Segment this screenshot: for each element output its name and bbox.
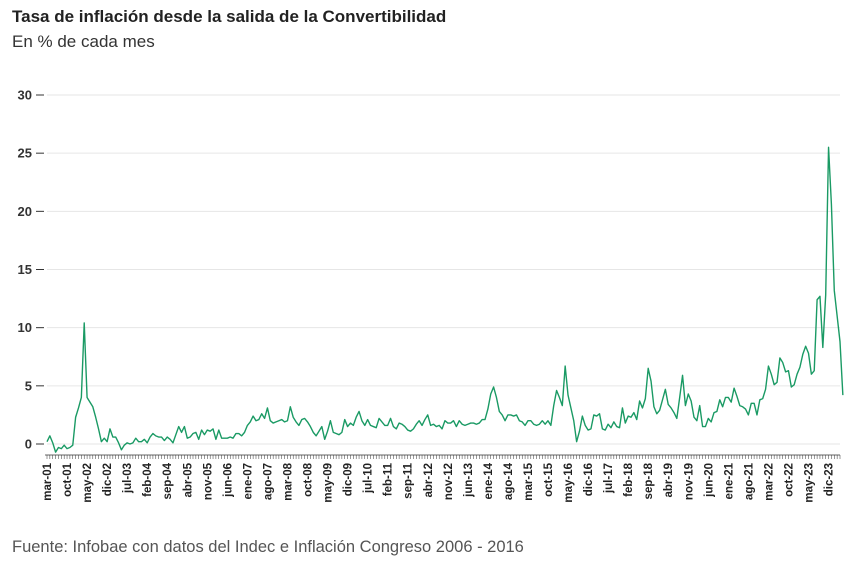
x-tick-label: feb-04 — [142, 462, 154, 496]
y-tick-label: 0 — [25, 437, 32, 452]
y-tick-label: 10 — [18, 320, 32, 335]
x-tick-label: dic-09 — [343, 463, 355, 496]
chart-title: Tasa de inflación desde la salida de la … — [12, 7, 447, 26]
x-tick-label: may-02 — [82, 463, 94, 503]
chart-subtitle: En % de cada mes — [12, 32, 155, 51]
x-tick-label: may-16 — [563, 463, 575, 503]
y-tick: 25 — [18, 146, 44, 161]
x-tick-label: dic-23 — [824, 463, 836, 496]
y-tick: 10 — [18, 320, 44, 335]
y-tick-label: 20 — [18, 204, 32, 219]
y-axis: 0 5 10 15 20 25 30 — [18, 88, 44, 452]
x-axis: mar-01 oct-01 may-02 dic-02 jul-03 feb-04 sep-… — [42, 454, 841, 503]
x-tick-label: ago-21 — [743, 462, 755, 500]
x-tick-label: dic-02 — [102, 463, 114, 496]
x-tick-label: sep-04 — [162, 462, 174, 499]
y-tick-label: 25 — [18, 146, 32, 161]
x-tick-label: nov-19 — [683, 463, 695, 500]
x-tick-label: may-09 — [323, 463, 335, 503]
source-note: Fuente: Infobae con datos del Indec e In… — [12, 538, 524, 556]
y-tick: 0 — [25, 437, 44, 452]
x-tick-label: jul-03 — [122, 463, 134, 494]
x-tick-label: oct-01 — [62, 462, 74, 496]
x-tick-label: oct-15 — [543, 462, 555, 496]
y-tick: 30 — [18, 88, 44, 103]
y-gridlines — [47, 94, 840, 445]
x-tick-label: jul-17 — [603, 463, 615, 494]
y-tick-label: 15 — [18, 262, 32, 277]
inflation-line-chart: 0 5 10 15 20 25 30 mar-01 oct-01 may-02 dic-02 jul… — [18, 88, 844, 503]
x-tick-label: sep-11 — [403, 462, 415, 498]
x-tick-label: ene-14 — [483, 462, 495, 499]
x-tick-label: sep-18 — [643, 462, 655, 499]
x-tick-label: mar-15 — [523, 462, 535, 500]
y-tick: 15 — [18, 262, 44, 277]
x-tick-label: oct-08 — [303, 462, 315, 496]
y-tick: 20 — [18, 204, 44, 219]
x-tick-label: dic-16 — [583, 463, 595, 496]
y-tick-label: 30 — [18, 88, 32, 103]
x-tick-label: oct-22 — [783, 463, 795, 497]
x-tick-label: jun-20 — [703, 463, 715, 498]
x-tick-label: ago-07 — [262, 463, 274, 500]
x-tick-label: nov-12 — [443, 463, 455, 500]
x-tick-label: nov-05 — [202, 462, 214, 500]
x-tick-label: abr-19 — [663, 463, 675, 498]
inflation-series-line — [46, 146, 844, 453]
x-tick-label: feb-11 — [383, 462, 395, 496]
x-tick-label: ago-14 — [503, 462, 515, 500]
y-tick: 5 — [25, 378, 44, 393]
x-tick-label: jul-10 — [363, 463, 375, 494]
x-tick-label: feb-18 — [623, 462, 635, 496]
x-tick-label: jun-13 — [463, 463, 475, 498]
x-tick-label: mar-01 — [42, 462, 54, 500]
x-tick-label: abr-05 — [182, 462, 194, 497]
x-tick-label: mar-08 — [282, 462, 294, 500]
x-tick-label: ene-07 — [242, 463, 254, 499]
x-tick-label: mar-22 — [763, 463, 775, 501]
y-tick-label: 5 — [25, 378, 32, 393]
x-tick-label: ene-21 — [723, 462, 735, 499]
x-tick-label: may-23 — [804, 463, 816, 503]
x-tick-label: abr-12 — [423, 463, 435, 498]
x-tick-label: jun-06 — [222, 463, 234, 498]
